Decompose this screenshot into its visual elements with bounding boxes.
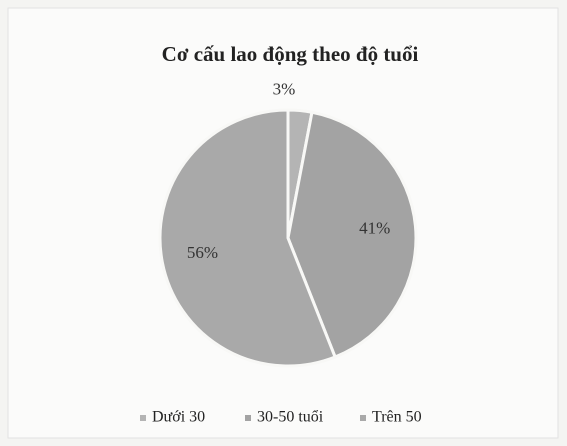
data-label: 41% <box>359 219 390 238</box>
chart-title: Cơ cấu lao động theo độ tuổi <box>162 42 419 66</box>
legend-swatch <box>140 415 146 421</box>
legend-label: Dưới 30 <box>152 409 205 426</box>
legend-label: Trên 50 <box>372 409 422 426</box>
legend-label: 30-50 tuổi <box>257 409 324 426</box>
pie-slice <box>158 108 338 368</box>
legend-swatch <box>360 415 366 421</box>
legend-swatch <box>245 415 251 421</box>
data-label: 56% <box>187 243 218 262</box>
pie-slice <box>286 110 418 359</box>
data-label: 3% <box>273 80 296 99</box>
